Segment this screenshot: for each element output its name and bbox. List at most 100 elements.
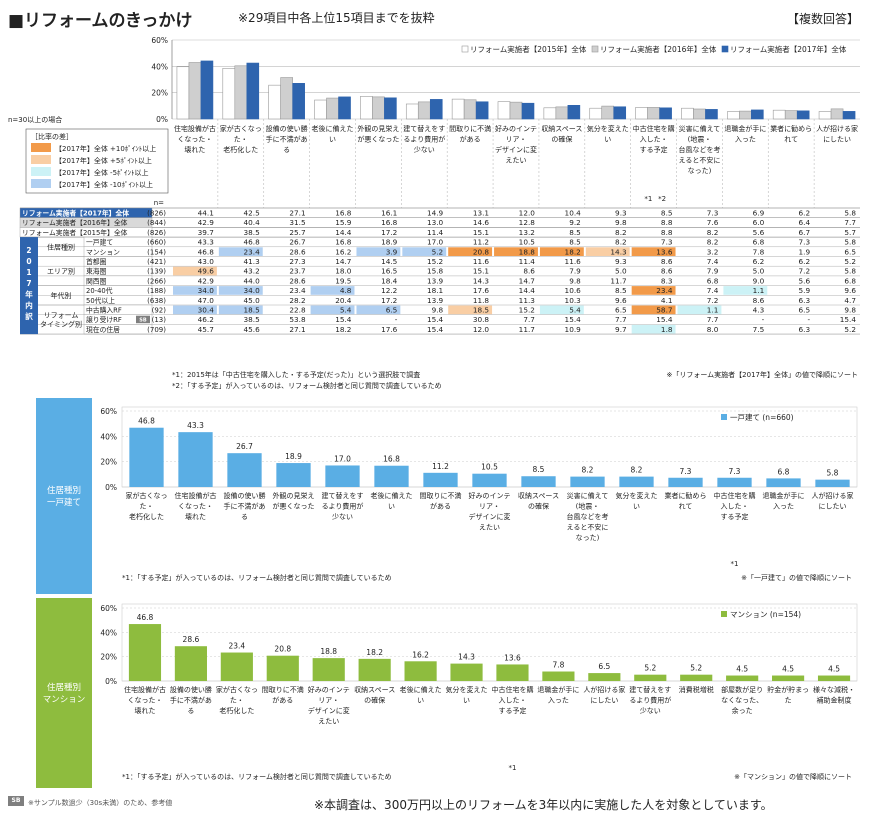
x-category-label: 部屋数が足り — [721, 685, 763, 694]
table-row-label: 50代以上 — [86, 296, 115, 305]
bar — [521, 476, 556, 487]
table-cell-value: 15.2 — [519, 306, 535, 315]
x-category-label: が悪くなった — [273, 502, 315, 511]
highlight-cell — [631, 247, 676, 256]
n-label: n= — [154, 199, 164, 207]
table-note: *1：2015年は「中古住宅を購入した・する予定(だった)」という選択肢で調査 — [172, 370, 420, 379]
table-cell-value: 11.4 — [519, 257, 536, 266]
table-row-label: リフォーム実施者【2017年】全体 — [22, 209, 129, 218]
sort-note: ※「マンション」の値で降順にソート — [734, 772, 852, 781]
x-category-label: 入した・ — [640, 136, 668, 144]
bar-value-label: 26.7 — [236, 442, 253, 451]
bar-value-label: 28.6 — [183, 635, 200, 644]
table-cell-value: 26.7 — [289, 238, 306, 247]
bar-value-label: 5.2 — [644, 664, 656, 673]
table-cell-value: 5.8 — [844, 238, 856, 247]
table-cell-value: 13.6 — [656, 247, 673, 256]
bar-value-label: 6.5 — [598, 662, 610, 671]
table-row-label: リフォーム実施者【2016年】全体 — [22, 218, 128, 227]
table-cell-value: 17.6 — [473, 286, 490, 295]
highlight-cell — [539, 247, 584, 256]
x-category-label: にしたい — [590, 697, 618, 705]
table-cell-value: 5.7 — [844, 228, 856, 237]
group-label: 住居種別 — [47, 242, 75, 251]
table-cell-value: 6.7 — [799, 228, 811, 237]
table-cell-value: 14.4 — [519, 286, 536, 295]
x-category-label: るより費用が — [322, 502, 364, 511]
x-category-label: 家が古くなっ — [220, 124, 262, 133]
x-category-label: リア・ — [479, 503, 500, 511]
x-category-label: 気分を変えた — [616, 491, 658, 500]
table-row-label: 20-40代 — [86, 286, 113, 295]
legend-label: リフォーム実施者【2017年】全体 — [730, 44, 847, 54]
highlight-cell — [218, 247, 263, 256]
x-category-label: 入した・ — [721, 503, 749, 511]
table-cell-value: 18.2 — [565, 247, 581, 256]
table-cell-value: 42.9 — [198, 276, 215, 285]
bar-value-label: 10.5 — [481, 463, 498, 472]
bar-value-label: 18.8 — [320, 647, 337, 656]
note-mark: *2 — [658, 195, 666, 203]
x-category-label: (地震・ — [576, 502, 600, 511]
table-cell-value: 5.2 — [844, 257, 856, 266]
x-category-label: にしたい — [823, 136, 851, 144]
bar-overall-0 — [405, 103, 419, 120]
table-row-n: (638) — [147, 297, 166, 305]
x-category-label: なった) — [576, 534, 600, 542]
breakdown-year-label: 年 — [25, 289, 33, 299]
x-category-label: るより費用が — [629, 696, 671, 705]
legend-label: リフォーム実施者【2015年】全体 — [470, 44, 587, 54]
breakdown-year-label: 0 — [26, 257, 31, 266]
bar-overall-1 — [372, 96, 385, 120]
table-cell-value: 8.6 — [661, 257, 673, 266]
x-category-label: リア・ — [506, 136, 527, 144]
table-cell-value: 9.6 — [615, 296, 627, 305]
table-cell-value: 47.0 — [198, 296, 215, 305]
x-category-label: えたい — [318, 718, 339, 726]
bar-overall-1 — [463, 99, 477, 120]
x-category-label: デザインに変 — [495, 145, 537, 154]
table-cell-value: 23.7 — [289, 267, 306, 276]
bar-value-label: 8.2 — [631, 466, 643, 475]
x-category-label: えたい — [506, 157, 527, 165]
side-label-box — [36, 598, 92, 788]
table-cell-value: 5.4 — [569, 306, 581, 315]
table-cell-value: 7.3 — [661, 238, 673, 247]
bar-overall-1 — [555, 106, 569, 120]
bar-value-label: 23.4 — [228, 642, 245, 651]
x-category-label: 老後に備えた — [371, 491, 413, 500]
table-row-n: (421) — [147, 258, 166, 266]
bar-overall-0 — [360, 96, 373, 120]
table-cell-value: 15.4 — [427, 315, 444, 324]
x-category-label: 中古住宅を購 — [714, 491, 756, 500]
table-row-label: 現在の住居 — [86, 325, 120, 334]
bar-overall-2 — [796, 110, 810, 120]
legend-box-swatch — [31, 167, 51, 176]
table-cell-value: 15.4 — [656, 315, 673, 324]
x-category-label: 壊れた — [134, 706, 155, 715]
bar — [358, 658, 391, 681]
x-category-label: 好みのインテ — [469, 491, 511, 500]
x-category-label: れて — [679, 503, 693, 511]
page-title: ■リフォームのきっかけ — [8, 11, 193, 31]
y-tick-label: 40% — [151, 62, 168, 71]
bar-overall-1 — [830, 108, 844, 120]
table-cell-value: 15.1 — [473, 267, 489, 276]
bar-value-label: 8.2 — [582, 466, 594, 475]
x-category-label: い — [633, 503, 640, 511]
table-cell-value: 30.8 — [473, 315, 490, 324]
table-cell-value: 5.8 — [844, 209, 856, 218]
legend-box-swatch — [31, 143, 51, 152]
bar — [634, 674, 667, 681]
x-category-label: 建て替えをす — [403, 124, 445, 133]
bar-overall-0 — [772, 109, 786, 120]
highlight-cell — [218, 286, 263, 295]
table-cell-value: 6.4 — [799, 218, 811, 227]
y-tick-label: 0% — [105, 483, 117, 492]
x-category-label: 設備の使い勝 — [170, 685, 212, 694]
bar — [542, 671, 575, 681]
table-row-label: 譲り受けRF — [86, 315, 122, 324]
bar — [374, 465, 409, 487]
bar-value-label: 7.3 — [680, 467, 692, 476]
table-cell-value: 13.1 — [473, 209, 489, 218]
